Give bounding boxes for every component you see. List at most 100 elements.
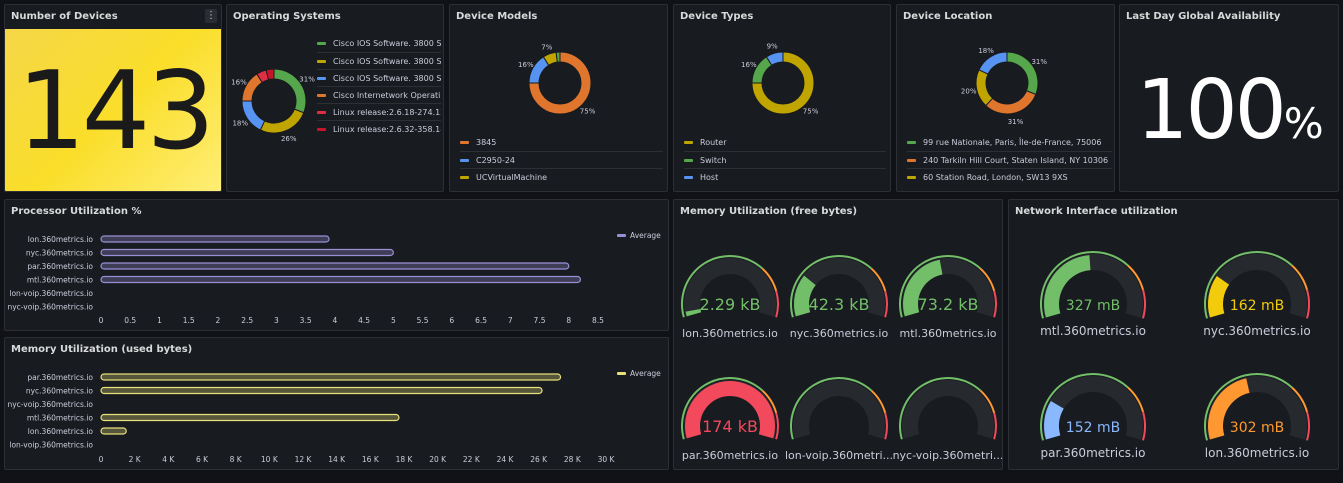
legend-item[interactable]: Cisco Internetwork Operating S [317, 86, 441, 103]
gauge-threshold [870, 389, 887, 414]
legend-item[interactable]: Cisco IOS Software. 3800 Softw [317, 52, 441, 69]
legend-item[interactable]: 240 Tarkiln Hill Court, Staten Island, N… [907, 151, 1112, 168]
gauge-fill [903, 259, 943, 317]
bar[interactable] [100, 373, 562, 381]
legend-item[interactable]: Cisco IOS Software. 3800 Softw [317, 69, 441, 86]
legend-item[interactable]: Host [684, 168, 886, 185]
tick-label: 3.5 [300, 316, 312, 325]
tick-label: 0 [99, 316, 104, 325]
legend-label: Cisco IOS Software. 3800 Softw [333, 39, 441, 48]
bar[interactable] [100, 413, 400, 422]
category-label: lon.360metrics.io [28, 427, 94, 436]
gauge-label: mtl.360metrics.io [899, 327, 996, 340]
legend-label: Linux release:2.6.18-274.12.1.el5 [333, 107, 441, 117]
tick-label: 2 K [129, 455, 142, 464]
donut-slice[interactable] [555, 51, 561, 63]
category-label: mtl.360metrics.io [27, 276, 94, 285]
legend-swatch [907, 175, 916, 179]
category-label: lon-voip.360metrics.io [9, 441, 93, 450]
donut-slice[interactable] [259, 108, 305, 134]
donut-slice[interactable] [751, 51, 815, 115]
donut-slice[interactable] [765, 51, 784, 66]
panel-title: Memory Utilization (used bytes) [11, 344, 193, 355]
gauge-label: nyc.360metrics.io [790, 327, 889, 340]
gauge-value: 73.2 kB [918, 295, 979, 314]
legend-swatch [317, 76, 326, 80]
legend-label[interactable]: Average [630, 231, 661, 240]
bar[interactable] [100, 248, 394, 257]
tick-label: 6 [449, 316, 454, 325]
gauge-fill [1044, 255, 1091, 318]
gauge-threshold [884, 412, 888, 440]
availability-value: 100 [1136, 63, 1287, 158]
gauge-value: 2.29 kB [700, 295, 761, 314]
legend-item[interactable]: Linux release:2.6.32-358.18.1.el6 [317, 120, 441, 137]
category-label: lon-voip.360metrics.io [9, 289, 93, 298]
models-donut-chart: 75% 16% 7% [518, 43, 596, 115]
legend-item[interactable]: C2950-24 [460, 151, 663, 168]
gauge-value: 42.3 kB [809, 295, 870, 314]
bar[interactable] [100, 386, 543, 395]
gauge-fill [685, 381, 775, 439]
legend-item[interactable]: Router [684, 134, 886, 151]
bar[interactable] [100, 235, 330, 243]
gauge-threshold [775, 290, 779, 318]
tick-label: 4.5 [358, 316, 370, 325]
slice-label: 18% [232, 119, 248, 127]
donut-slice[interactable] [978, 51, 1008, 75]
devices-stat: 143 [5, 29, 221, 191]
mem-used-panel: Memory Utilization (used bytes) par.360m… [4, 337, 669, 470]
tick-label: 8.5 [592, 316, 604, 325]
gauge-threshold [1127, 386, 1145, 413]
kebab-menu-icon[interactable]: ⋮ [205, 9, 217, 23]
category-label: nyc-voip.360metrics.io [7, 400, 93, 409]
models-panel: Device Models 75% 16% 7% 3845 C2950-24 UCVir… [449, 4, 668, 192]
legend-item[interactable]: 60 Station Road, London, SW13 9XS [907, 168, 1112, 185]
location-legend: 99 rue Nationale, Paris, Île-de-France, … [907, 134, 1112, 185]
donut-slice[interactable] [528, 51, 592, 115]
gauge-fill [794, 275, 816, 317]
legend-label: 99 rue Nationale, Paris, Île-de-France, … [923, 138, 1102, 147]
gauge-threshold [1142, 411, 1146, 441]
models-legend: 3845 C2950-24 UCVirtualMachine [460, 134, 663, 185]
gauge-threshold [1291, 386, 1309, 413]
donut-slice[interactable] [985, 90, 1037, 115]
legend-label[interactable]: Average [630, 369, 661, 378]
legend-item[interactable]: Switch [684, 151, 886, 168]
gauge-label: lon.360metrics.io [682, 327, 778, 340]
legend-item[interactable]: Linux release:2.6.18-274.12.1.el5 [317, 103, 441, 120]
legend-swatch [460, 141, 469, 144]
legend-swatch [317, 42, 326, 45]
legend-label: 60 Station Road, London, SW13 9XS [923, 172, 1068, 182]
gauge-track [793, 258, 885, 317]
gauge-label: lon-voip.360metri... [785, 449, 893, 462]
tick-label: 7.5 [534, 316, 546, 325]
cpu-panel: Processor Utilization % lon.360metrics.i… [4, 199, 669, 331]
legend-swatch [460, 158, 469, 162]
memfree-gauges: 2.29 kB lon.360metrics.io 42.3 kB nyc.360me… [681, 255, 1003, 462]
gauge-threshold [761, 389, 778, 414]
bar[interactable] [100, 275, 582, 284]
donut-slice[interactable] [265, 68, 275, 81]
legend-item[interactable]: 99 rue Nationale, Paris, Île-de-France, … [907, 134, 1112, 151]
gauge-track [684, 258, 776, 317]
gauge-threshold [1142, 289, 1146, 319]
gauge-threshold [775, 412, 779, 440]
bar[interactable] [100, 262, 570, 270]
donut-slice[interactable] [975, 69, 994, 107]
gauge-value: 152 mB [1066, 420, 1120, 436]
panel-title: Device Location [903, 11, 993, 22]
tick-label: 1.5 [183, 316, 195, 325]
legend-item[interactable]: UCVirtualMachine [460, 168, 663, 185]
slice-label: 20% [961, 87, 977, 95]
category-label: nyc-voip.360metrics.io [7, 303, 93, 312]
tick-label: 14 K [328, 455, 346, 464]
devices-panel: Number of Devices ⋮ 143 [4, 4, 222, 192]
legend-item[interactable]: Cisco IOS Software. 3800 Softw [317, 35, 441, 52]
gauge-label: nyc-voip.360metri... [893, 449, 1003, 462]
slice-label: 9% [767, 43, 778, 51]
legend-label: Cisco IOS Software. 3800 Softw [333, 73, 441, 83]
bar[interactable] [100, 427, 127, 435]
legend-label: 3845 [476, 138, 497, 147]
legend-item[interactable]: 3845 [460, 134, 663, 151]
